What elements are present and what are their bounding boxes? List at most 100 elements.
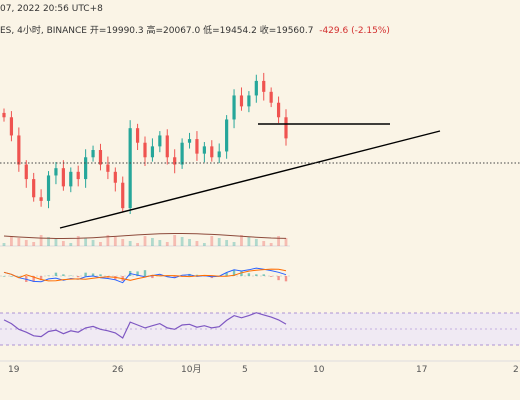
candle-body — [143, 142, 147, 158]
timestamp-label: 07, 2022 20:56 UTC+8 — [0, 4, 103, 14]
macd-histogram-bar — [173, 276, 176, 279]
candle-body — [17, 135, 21, 165]
candle-body — [187, 139, 192, 143]
volume-bar — [24, 240, 28, 246]
macd-histogram-bar — [17, 276, 21, 277]
x-tick-label: 10月 — [181, 364, 201, 375]
volume-bar — [32, 242, 36, 246]
volume-ma-line — [3, 233, 287, 239]
candle-body — [247, 95, 251, 107]
candle — [232, 89, 236, 129]
volume-bar — [165, 242, 169, 246]
macd-histogram-bar — [143, 270, 147, 276]
candle-body — [158, 135, 162, 147]
volume-bar — [143, 236, 147, 246]
macd-histogram-bar — [136, 271, 139, 276]
candle — [91, 145, 95, 162]
candle-body — [232, 95, 236, 120]
volume-bar — [225, 240, 229, 246]
volume-bar — [84, 238, 88, 246]
macd-histogram-bar — [277, 276, 280, 281]
candle-body — [69, 171, 73, 187]
candle — [180, 138, 184, 169]
macd-histogram-bar — [91, 273, 95, 276]
volume-panel[interactable] — [0, 233, 290, 247]
price-panel[interactable] — [2, 72, 288, 214]
ascending-trend-line[interactable] — [59, 130, 441, 229]
candle — [24, 160, 28, 188]
candle-body — [128, 128, 132, 209]
candle-body — [61, 168, 65, 187]
volume-bar — [39, 235, 43, 246]
volume-bar — [91, 240, 95, 246]
candle-body — [225, 119, 229, 152]
volume-bar — [180, 237, 184, 246]
candle-body — [113, 171, 117, 183]
candle-body — [262, 80, 266, 92]
candle — [195, 131, 199, 161]
volume-bar — [2, 243, 6, 246]
candle-body — [91, 150, 95, 158]
macd-histogram-bar — [151, 276, 154, 279]
candle-body — [180, 142, 184, 165]
macd-histogram-bar — [195, 274, 199, 276]
candle — [135, 123, 140, 150]
candle — [98, 143, 103, 171]
macd-histogram-bar — [262, 274, 265, 276]
candle — [39, 189, 43, 207]
candle-body — [165, 135, 169, 158]
candle-body — [195, 139, 199, 154]
candle-body — [210, 146, 214, 158]
volume-bar — [47, 237, 50, 246]
candle-body — [276, 102, 281, 118]
candle-body — [46, 175, 51, 201]
macd-histogram-bar — [247, 273, 251, 276]
rsi-line — [3, 312, 287, 339]
volume-bar — [217, 238, 221, 246]
volume-bar — [202, 243, 206, 246]
macd-histogram-bar — [240, 270, 243, 276]
macd-histogram-bar — [284, 276, 288, 282]
candle — [165, 129, 169, 165]
price-change-text: -429.6 (-2.15%) — [319, 26, 390, 36]
candle-body — [284, 117, 288, 139]
candle-body — [2, 112, 6, 118]
macd-histogram-bar — [77, 276, 80, 278]
time-axis[interactable]: 19 26 10月 5 10 17 2 — [0, 360, 520, 375]
volume-bar — [232, 242, 236, 246]
candle-body — [39, 197, 43, 201]
macd-histogram-bar — [54, 272, 58, 276]
volume-bar — [10, 236, 13, 246]
candle-body — [217, 151, 221, 158]
rsi-panel[interactable] — [0, 312, 520, 346]
candle — [113, 167, 117, 192]
volume-bar — [136, 243, 139, 246]
macd-histogram-bar — [39, 276, 43, 281]
candle — [143, 136, 147, 166]
volume-bar — [277, 236, 280, 246]
x-tick-label: 17 — [416, 365, 427, 375]
candle-body — [202, 146, 206, 154]
volume-bar — [240, 235, 243, 246]
drawing-layer[interactable] — [0, 123, 520, 229]
candle — [187, 132, 192, 149]
volume-bar — [17, 238, 21, 246]
symbol-ohlc-legend[interactable]: ES, 4小时, BINANCE 开=19990.3 高=20067.0 低=1… — [0, 23, 390, 36]
candle — [32, 172, 36, 202]
candle — [76, 165, 80, 187]
candle — [46, 171, 51, 209]
candle-body — [32, 179, 36, 198]
candle-body — [254, 80, 258, 96]
ohlc-text: ES, 4小时, BINANCE 开=19990.3 高=20067.0 低=1… — [0, 26, 314, 36]
volume-bar — [128, 241, 132, 246]
candle — [202, 142, 206, 163]
volume-bar — [173, 235, 177, 246]
candle — [121, 176, 125, 213]
candle-body — [239, 95, 244, 107]
macd-histogram-bar — [255, 274, 258, 276]
macd-panel[interactable] — [0, 267, 290, 284]
volume-bar — [106, 235, 110, 246]
candle — [9, 111, 14, 142]
volume-bar — [210, 236, 214, 246]
